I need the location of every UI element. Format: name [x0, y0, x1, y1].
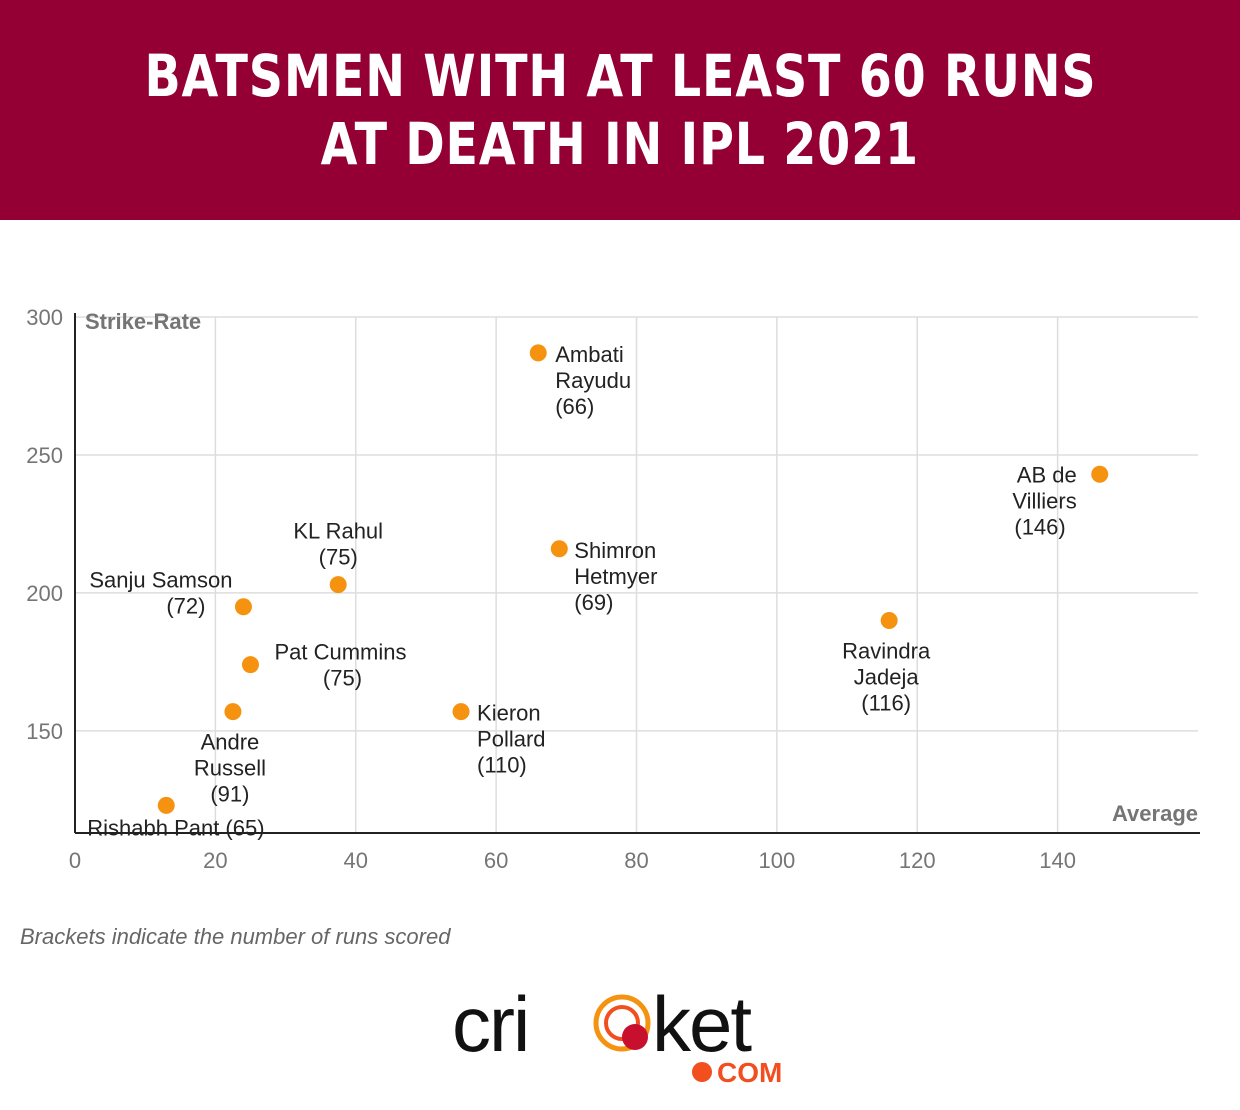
- point-label: (75): [319, 545, 358, 570]
- point-label: Pat Cummins: [274, 640, 406, 665]
- data-point: [1091, 465, 1109, 483]
- scatter-chart: 0 20 40 60 80 100 120 140 150 200 250 300 Strike-Ra…: [26, 305, 1200, 873]
- data-point: [157, 796, 175, 814]
- x-tick-label: 60: [484, 848, 508, 873]
- title-banner: BATSMEN WITH AT LEAST 60 RUNS AT DEATH I…: [0, 0, 1240, 220]
- point-label: (146): [1014, 514, 1065, 539]
- grid: [75, 316, 1198, 833]
- y-tick-label: 300: [26, 305, 63, 330]
- point-label: Villiers: [1012, 488, 1076, 513]
- data-point: [452, 703, 470, 721]
- point-label: (91): [210, 782, 249, 807]
- point-label: Sanju Samson: [89, 568, 232, 593]
- x-tick-label: 40: [344, 848, 368, 873]
- point-label: Rishabh Pant (65): [87, 815, 264, 840]
- x-tick-label: 80: [624, 848, 648, 873]
- data-point: [550, 540, 568, 558]
- logo-dot: [692, 1062, 712, 1082]
- data-point: [224, 703, 242, 721]
- x-tick-label: 100: [759, 848, 796, 873]
- footnote: Brackets indicate the number of runs sco…: [20, 924, 451, 949]
- title-line-1: BATSMEN WITH AT LEAST 60 RUNS: [144, 42, 1096, 110]
- point-label: (75): [323, 666, 362, 691]
- point-label: (110): [477, 753, 527, 778]
- y-tick-label: 150: [26, 719, 63, 744]
- point-label: (72): [166, 594, 205, 619]
- point-label: Ravindra: [842, 639, 931, 664]
- cricket-com-logo: cri ket COM: [452, 985, 782, 1088]
- x-tick-label: 140: [1039, 848, 1076, 873]
- point-label: AB de: [1017, 462, 1077, 487]
- point-label: (116): [861, 691, 911, 716]
- point-label: Rayudu: [555, 368, 631, 393]
- logo-suffix: COM: [717, 1057, 782, 1088]
- title-line-2: AT DEATH IN IPL 2021: [320, 110, 920, 178]
- data-point: [880, 612, 898, 630]
- logo-wordmark-end: ket: [652, 985, 752, 1068]
- y-axis-title: Strike-Rate: [85, 309, 201, 334]
- point-label: Shimron: [574, 538, 656, 563]
- ball-icon: [593, 994, 651, 1052]
- point-label: KL Rahul: [293, 519, 383, 544]
- tick-labels: 0 20 40 60 80 100 120 140 150 200 250 300: [26, 305, 1076, 873]
- point-label: Pollard: [477, 727, 545, 752]
- data-point: [234, 598, 252, 616]
- point-label: Kieron: [477, 701, 541, 726]
- x-axis-title: Average: [1112, 801, 1198, 826]
- point-label: (66): [555, 394, 594, 419]
- point-label: Andre: [201, 730, 260, 755]
- x-tick-label: 20: [203, 848, 227, 873]
- data-point: [241, 656, 259, 674]
- point-label: (69): [574, 590, 613, 615]
- data-point: [529, 344, 547, 362]
- data-points: [157, 344, 1109, 814]
- data-point: [329, 576, 347, 594]
- point-label: Ambati: [555, 342, 623, 367]
- x-tick-label: 0: [69, 848, 81, 873]
- point-label: Russell: [194, 756, 266, 781]
- axes: [74, 313, 1200, 834]
- x-tick-label: 120: [899, 848, 936, 873]
- y-tick-label: 200: [26, 581, 63, 606]
- point-label: Jadeja: [854, 665, 920, 690]
- logo-wordmark: cri: [452, 985, 528, 1068]
- y-tick-label: 250: [26, 443, 63, 468]
- point-label: Hetmyer: [574, 564, 657, 589]
